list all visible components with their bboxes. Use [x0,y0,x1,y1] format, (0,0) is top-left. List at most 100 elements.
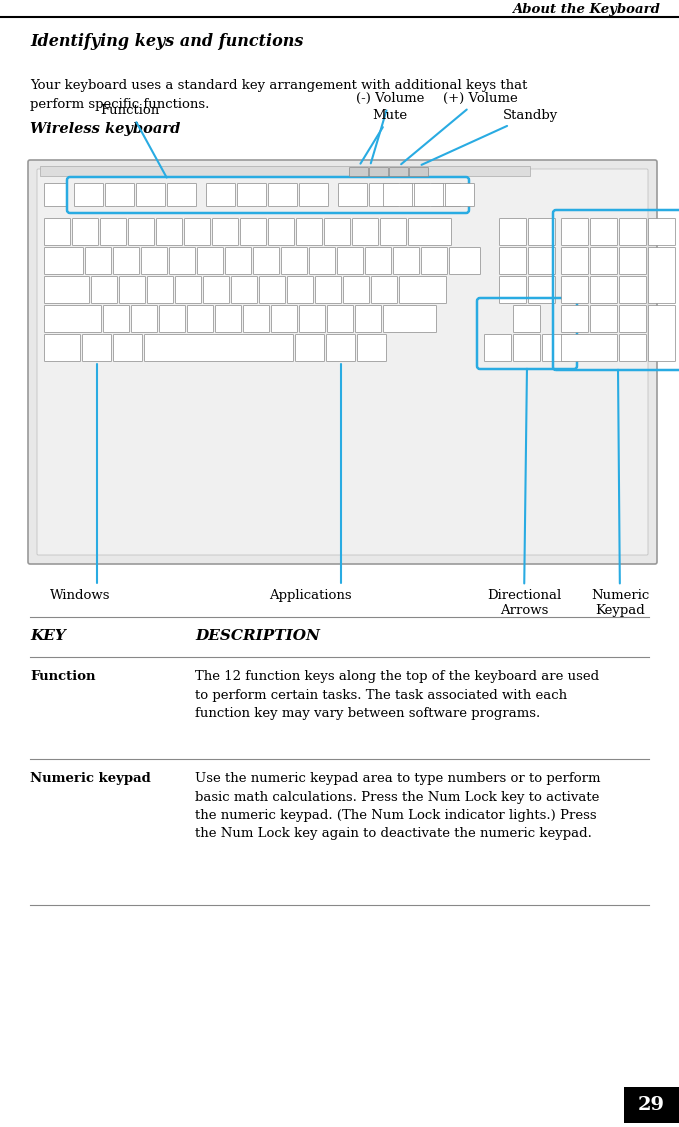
FancyBboxPatch shape [352,219,378,246]
FancyBboxPatch shape [253,248,280,275]
FancyBboxPatch shape [591,219,617,246]
FancyBboxPatch shape [358,335,386,362]
FancyBboxPatch shape [206,184,236,206]
Text: Numeric keypad: Numeric keypad [30,772,151,786]
FancyBboxPatch shape [562,305,589,332]
FancyBboxPatch shape [619,219,646,246]
FancyBboxPatch shape [75,184,103,206]
FancyBboxPatch shape [591,276,617,303]
FancyBboxPatch shape [528,276,555,303]
FancyBboxPatch shape [113,248,139,275]
FancyBboxPatch shape [390,168,409,177]
FancyBboxPatch shape [485,335,511,362]
FancyBboxPatch shape [268,184,297,206]
FancyBboxPatch shape [28,160,657,564]
FancyBboxPatch shape [401,184,430,206]
FancyBboxPatch shape [562,248,589,275]
FancyBboxPatch shape [215,305,242,332]
Text: (-) Volume: (-) Volume [356,92,424,163]
FancyBboxPatch shape [513,335,540,362]
FancyBboxPatch shape [100,219,126,246]
FancyBboxPatch shape [500,219,526,246]
FancyBboxPatch shape [187,305,213,332]
FancyBboxPatch shape [591,305,617,332]
FancyBboxPatch shape [175,276,202,303]
FancyBboxPatch shape [369,168,388,177]
FancyBboxPatch shape [513,305,540,332]
FancyBboxPatch shape [356,305,382,332]
Text: Directional
Arrows: Directional Arrows [487,369,561,616]
FancyBboxPatch shape [132,305,158,332]
FancyBboxPatch shape [45,335,81,362]
FancyBboxPatch shape [543,335,570,362]
FancyBboxPatch shape [431,184,460,206]
FancyBboxPatch shape [619,248,646,275]
Text: 29: 29 [638,1095,665,1113]
FancyBboxPatch shape [325,219,350,246]
FancyBboxPatch shape [449,248,481,275]
FancyBboxPatch shape [327,305,354,332]
FancyBboxPatch shape [113,335,143,362]
FancyBboxPatch shape [365,248,392,275]
Text: Windows: Windows [50,364,110,602]
FancyBboxPatch shape [83,335,111,362]
Bar [40,166,530,176]
Text: Numeric
Keypad: Numeric Keypad [591,370,649,616]
FancyBboxPatch shape [562,335,617,362]
FancyBboxPatch shape [380,219,407,246]
FancyBboxPatch shape [147,276,174,303]
FancyBboxPatch shape [141,248,168,275]
FancyBboxPatch shape [240,219,266,246]
FancyBboxPatch shape [562,219,589,246]
FancyBboxPatch shape [105,184,134,206]
FancyBboxPatch shape [409,168,428,177]
FancyBboxPatch shape [500,276,526,303]
FancyBboxPatch shape [213,219,238,246]
FancyBboxPatch shape [45,276,90,303]
FancyBboxPatch shape [648,305,676,362]
FancyBboxPatch shape [399,276,447,303]
Text: Your keyboard uses a standard key arrangement with additional keys that
perform : Your keyboard uses a standard key arrang… [30,79,528,110]
FancyBboxPatch shape [120,276,145,303]
FancyBboxPatch shape [327,335,356,362]
FancyBboxPatch shape [310,248,335,275]
FancyBboxPatch shape [156,219,183,246]
Bar [624,1088,679,1122]
FancyBboxPatch shape [619,335,646,362]
FancyBboxPatch shape [268,219,295,246]
Text: Use the numeric keypad area to type numbers or to perform
basic math calculation: Use the numeric keypad area to type numb… [195,772,600,841]
FancyBboxPatch shape [414,184,443,206]
FancyBboxPatch shape [170,248,196,275]
FancyBboxPatch shape [45,219,71,246]
FancyBboxPatch shape [528,248,555,275]
FancyBboxPatch shape [344,276,369,303]
FancyBboxPatch shape [145,335,293,362]
Text: Function: Function [30,669,96,683]
FancyBboxPatch shape [244,305,270,332]
Text: Function: Function [100,104,166,178]
FancyBboxPatch shape [136,184,166,206]
FancyBboxPatch shape [128,219,155,246]
Text: Applications: Applications [269,364,351,602]
FancyBboxPatch shape [45,184,67,206]
FancyBboxPatch shape [168,184,196,206]
FancyBboxPatch shape [238,184,266,206]
FancyBboxPatch shape [287,276,314,303]
FancyBboxPatch shape [282,248,308,275]
FancyBboxPatch shape [528,219,555,246]
FancyBboxPatch shape [185,219,210,246]
FancyBboxPatch shape [409,219,452,246]
Text: (+) Volume: (+) Volume [401,92,517,165]
FancyBboxPatch shape [160,305,185,332]
FancyBboxPatch shape [371,276,397,303]
FancyBboxPatch shape [422,248,447,275]
FancyBboxPatch shape [316,276,342,303]
Text: Wireless keyboard: Wireless keyboard [30,122,181,136]
Text: Mute: Mute [361,109,407,163]
Text: Standby: Standby [422,109,557,165]
FancyBboxPatch shape [394,248,420,275]
FancyBboxPatch shape [619,305,646,332]
Text: KEY: KEY [30,629,66,644]
Text: Identifying keys and functions: Identifying keys and functions [30,34,304,51]
FancyBboxPatch shape [225,248,251,275]
